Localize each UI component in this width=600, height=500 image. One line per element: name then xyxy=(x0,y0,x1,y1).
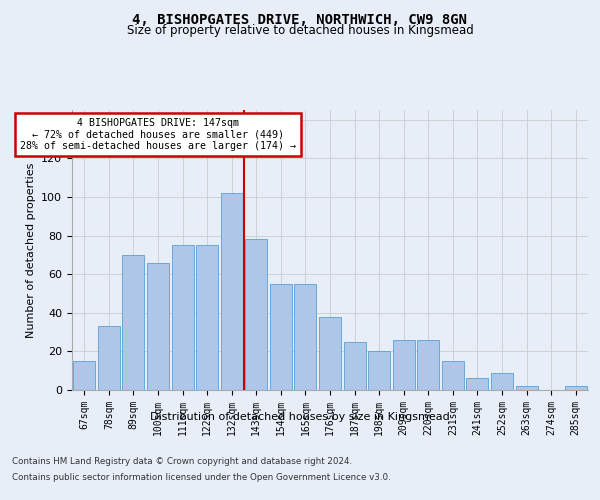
Bar xyxy=(245,240,268,390)
Bar xyxy=(368,352,390,390)
Bar xyxy=(172,245,194,390)
Bar xyxy=(98,326,120,390)
Bar xyxy=(442,361,464,390)
Text: 4 BISHOPGATES DRIVE: 147sqm
← 72% of detached houses are smaller (449)
28% of se: 4 BISHOPGATES DRIVE: 147sqm ← 72% of det… xyxy=(20,118,296,151)
Bar xyxy=(122,255,145,390)
Bar xyxy=(515,386,538,390)
Text: Size of property relative to detached houses in Kingsmead: Size of property relative to detached ho… xyxy=(127,24,473,37)
Text: Distribution of detached houses by size in Kingsmead: Distribution of detached houses by size … xyxy=(150,412,450,422)
Bar xyxy=(295,284,316,390)
Text: Contains HM Land Registry data © Crown copyright and database right 2024.: Contains HM Land Registry data © Crown c… xyxy=(12,458,352,466)
Text: 4, BISHOPGATES DRIVE, NORTHWICH, CW9 8GN: 4, BISHOPGATES DRIVE, NORTHWICH, CW9 8GN xyxy=(133,12,467,26)
Bar xyxy=(565,386,587,390)
Bar xyxy=(221,193,243,390)
Bar xyxy=(147,262,169,390)
Bar xyxy=(466,378,488,390)
Bar xyxy=(270,284,292,390)
Bar xyxy=(491,372,513,390)
Bar xyxy=(196,245,218,390)
Bar xyxy=(319,316,341,390)
Y-axis label: Number of detached properties: Number of detached properties xyxy=(26,162,35,338)
Bar xyxy=(392,340,415,390)
Bar xyxy=(417,340,439,390)
Bar xyxy=(344,342,365,390)
Bar xyxy=(73,361,95,390)
Text: Contains public sector information licensed under the Open Government Licence v3: Contains public sector information licen… xyxy=(12,472,391,482)
